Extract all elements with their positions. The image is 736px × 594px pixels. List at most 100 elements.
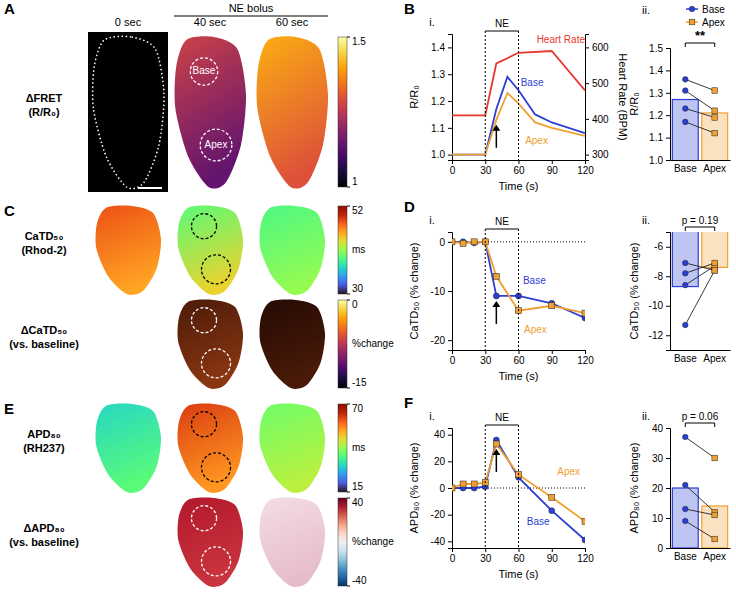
tick-label: 1.0: [649, 155, 663, 166]
ne-bar: [485, 425, 518, 426]
tick-mark: [448, 74, 452, 75]
tick-mark: [666, 458, 670, 459]
bar: [702, 232, 728, 267]
tick-label: Apex: [703, 551, 726, 562]
image-background: [88, 32, 168, 192]
ne-bar: [485, 229, 518, 230]
marker: [712, 536, 718, 542]
pair-line: [685, 122, 714, 133]
tick: 60: [513, 548, 525, 564]
ne-boundary: [518, 31, 519, 160]
heart-map: [257, 36, 328, 188]
marker: [712, 455, 718, 461]
y-axis-title: R/R₀: [408, 85, 420, 109]
series-label: Apex: [525, 135, 548, 146]
colorbar-tick: [347, 498, 350, 499]
colorbar-tick: [347, 404, 350, 405]
marker: [452, 485, 455, 491]
tick-mark: [585, 119, 589, 120]
axis-line: [448, 429, 453, 549]
roi: [191, 214, 216, 239]
tick-mark: [666, 247, 670, 248]
tick-label: -20: [431, 335, 446, 346]
marker: [712, 88, 718, 94]
heart-map: [260, 404, 326, 493]
y-axis: 1.01.11.21.31.41.5: [649, 43, 670, 166]
series-label: Heart Rate: [537, 34, 586, 45]
tick-label: 0: [439, 483, 445, 494]
tick-label: 500: [592, 78, 609, 89]
bar: [702, 113, 728, 160]
series-label: Apex: [557, 466, 580, 477]
x-axis: 0306090120: [450, 350, 595, 366]
colorbar-unit: ms: [352, 442, 365, 453]
tick-label: -40: [431, 536, 446, 547]
marker: [493, 273, 499, 279]
tick: 600: [585, 42, 609, 53]
tick: 500: [585, 78, 609, 89]
tick-label: 90: [547, 355, 559, 366]
marker: [452, 239, 455, 245]
tick-label: 1.2: [431, 96, 445, 107]
tick-mark: [519, 160, 520, 164]
tick: 0: [450, 350, 456, 366]
marker: [682, 482, 688, 488]
series-label: Base: [527, 516, 550, 527]
tick: 120: [577, 160, 594, 176]
plot-area: [672, 232, 727, 328]
panel-letter: B: [404, 0, 415, 17]
tick-label: 300: [592, 149, 609, 160]
colorbar-unit: %change: [352, 536, 394, 547]
colorbar: [338, 498, 347, 586]
row-label: ΔAPD₈₀: [23, 522, 64, 534]
scale-bar: [138, 187, 162, 189]
tick-mark: [519, 350, 520, 354]
tick-label: 600: [592, 42, 609, 53]
tick: 0: [439, 237, 452, 248]
pair-line: [685, 509, 714, 515]
heart-map: [260, 498, 326, 587]
tick-mark: [448, 541, 452, 542]
tick-label: 1.5: [649, 43, 663, 54]
panel-letter: D: [404, 198, 415, 215]
y-axis: -20-100: [431, 233, 453, 351]
y-axis-title: R/R₀: [628, 92, 640, 116]
tick: 1.3: [649, 88, 670, 99]
annotation: p = 0.19: [682, 215, 719, 226]
tick-mark: [585, 350, 586, 354]
axis-line: [448, 35, 453, 161]
tick-label: 60: [513, 553, 525, 564]
tick-label: Base: [674, 353, 697, 364]
heart-map: [96, 404, 162, 493]
colorbar-label: 30: [352, 283, 364, 294]
colorbar: [338, 206, 347, 294]
x-axis: BaseApex: [671, 161, 731, 175]
colorbar-label: 52: [352, 205, 364, 216]
marker: [549, 303, 555, 309]
legend-marker: [689, 6, 695, 12]
roi: [190, 58, 217, 85]
axis-line: [448, 233, 453, 351]
panel-letter: C: [4, 202, 15, 219]
y-axis: -12-10-8-6: [649, 233, 671, 351]
colorbar-unit: ms: [352, 244, 365, 255]
heart-map: [96, 206, 162, 295]
tick-label: 40: [434, 429, 446, 440]
tick: 1.4: [649, 65, 670, 76]
tick-mark: [666, 160, 670, 161]
legend-label: Base: [702, 4, 725, 15]
tick: Apex: [703, 353, 726, 364]
tick: 1.2: [431, 96, 452, 107]
tick-mark: [448, 435, 452, 436]
pair-line: [685, 485, 714, 512]
tick-mark: [666, 276, 670, 277]
tick-mark: [666, 306, 670, 307]
marker: [460, 240, 466, 246]
tick: 90: [547, 350, 559, 366]
marker: [452, 485, 455, 491]
heart-outline: [93, 36, 164, 188]
subtitle: ii.: [642, 4, 650, 16]
marker: [549, 508, 555, 514]
tick-mark: [448, 461, 452, 462]
colorbar-label: 15: [352, 481, 364, 492]
